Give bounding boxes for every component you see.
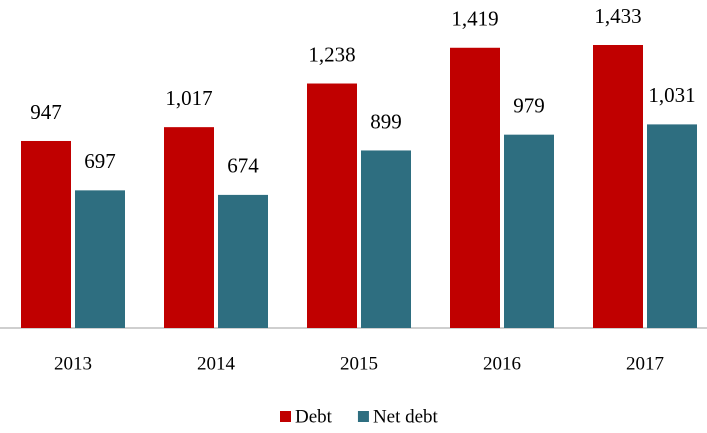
bar xyxy=(450,47,500,328)
data-label: 1,238 xyxy=(308,42,355,66)
bar xyxy=(361,150,411,328)
data-label: 1,419 xyxy=(451,7,498,31)
bar xyxy=(647,124,697,328)
x-tick-label: 2016 xyxy=(483,353,521,374)
legend-swatch xyxy=(357,411,369,422)
data-label: 674 xyxy=(227,154,259,178)
legend-swatch xyxy=(280,411,291,422)
data-label: 697 xyxy=(84,149,116,173)
bar xyxy=(75,190,125,328)
x-tick-label: 2014 xyxy=(197,353,236,374)
x-tick-label: 2017 xyxy=(626,353,664,374)
legend-label: Net debt xyxy=(373,406,439,427)
bar xyxy=(504,134,554,328)
x-tick-label: 2015 xyxy=(340,353,378,374)
bar xyxy=(593,45,643,328)
bar xyxy=(164,127,214,328)
data-label: 947 xyxy=(30,100,62,124)
data-label: 979 xyxy=(513,93,545,117)
data-label: 1,017 xyxy=(165,86,212,110)
legend-label: Debt xyxy=(295,406,333,427)
data-label: 899 xyxy=(370,109,402,133)
x-tick-label: 2013 xyxy=(54,353,92,374)
bar xyxy=(21,140,71,328)
bar xyxy=(307,83,357,328)
data-label: 1,433 xyxy=(594,4,641,28)
bar xyxy=(218,194,268,328)
data-label: 1,031 xyxy=(648,83,695,107)
